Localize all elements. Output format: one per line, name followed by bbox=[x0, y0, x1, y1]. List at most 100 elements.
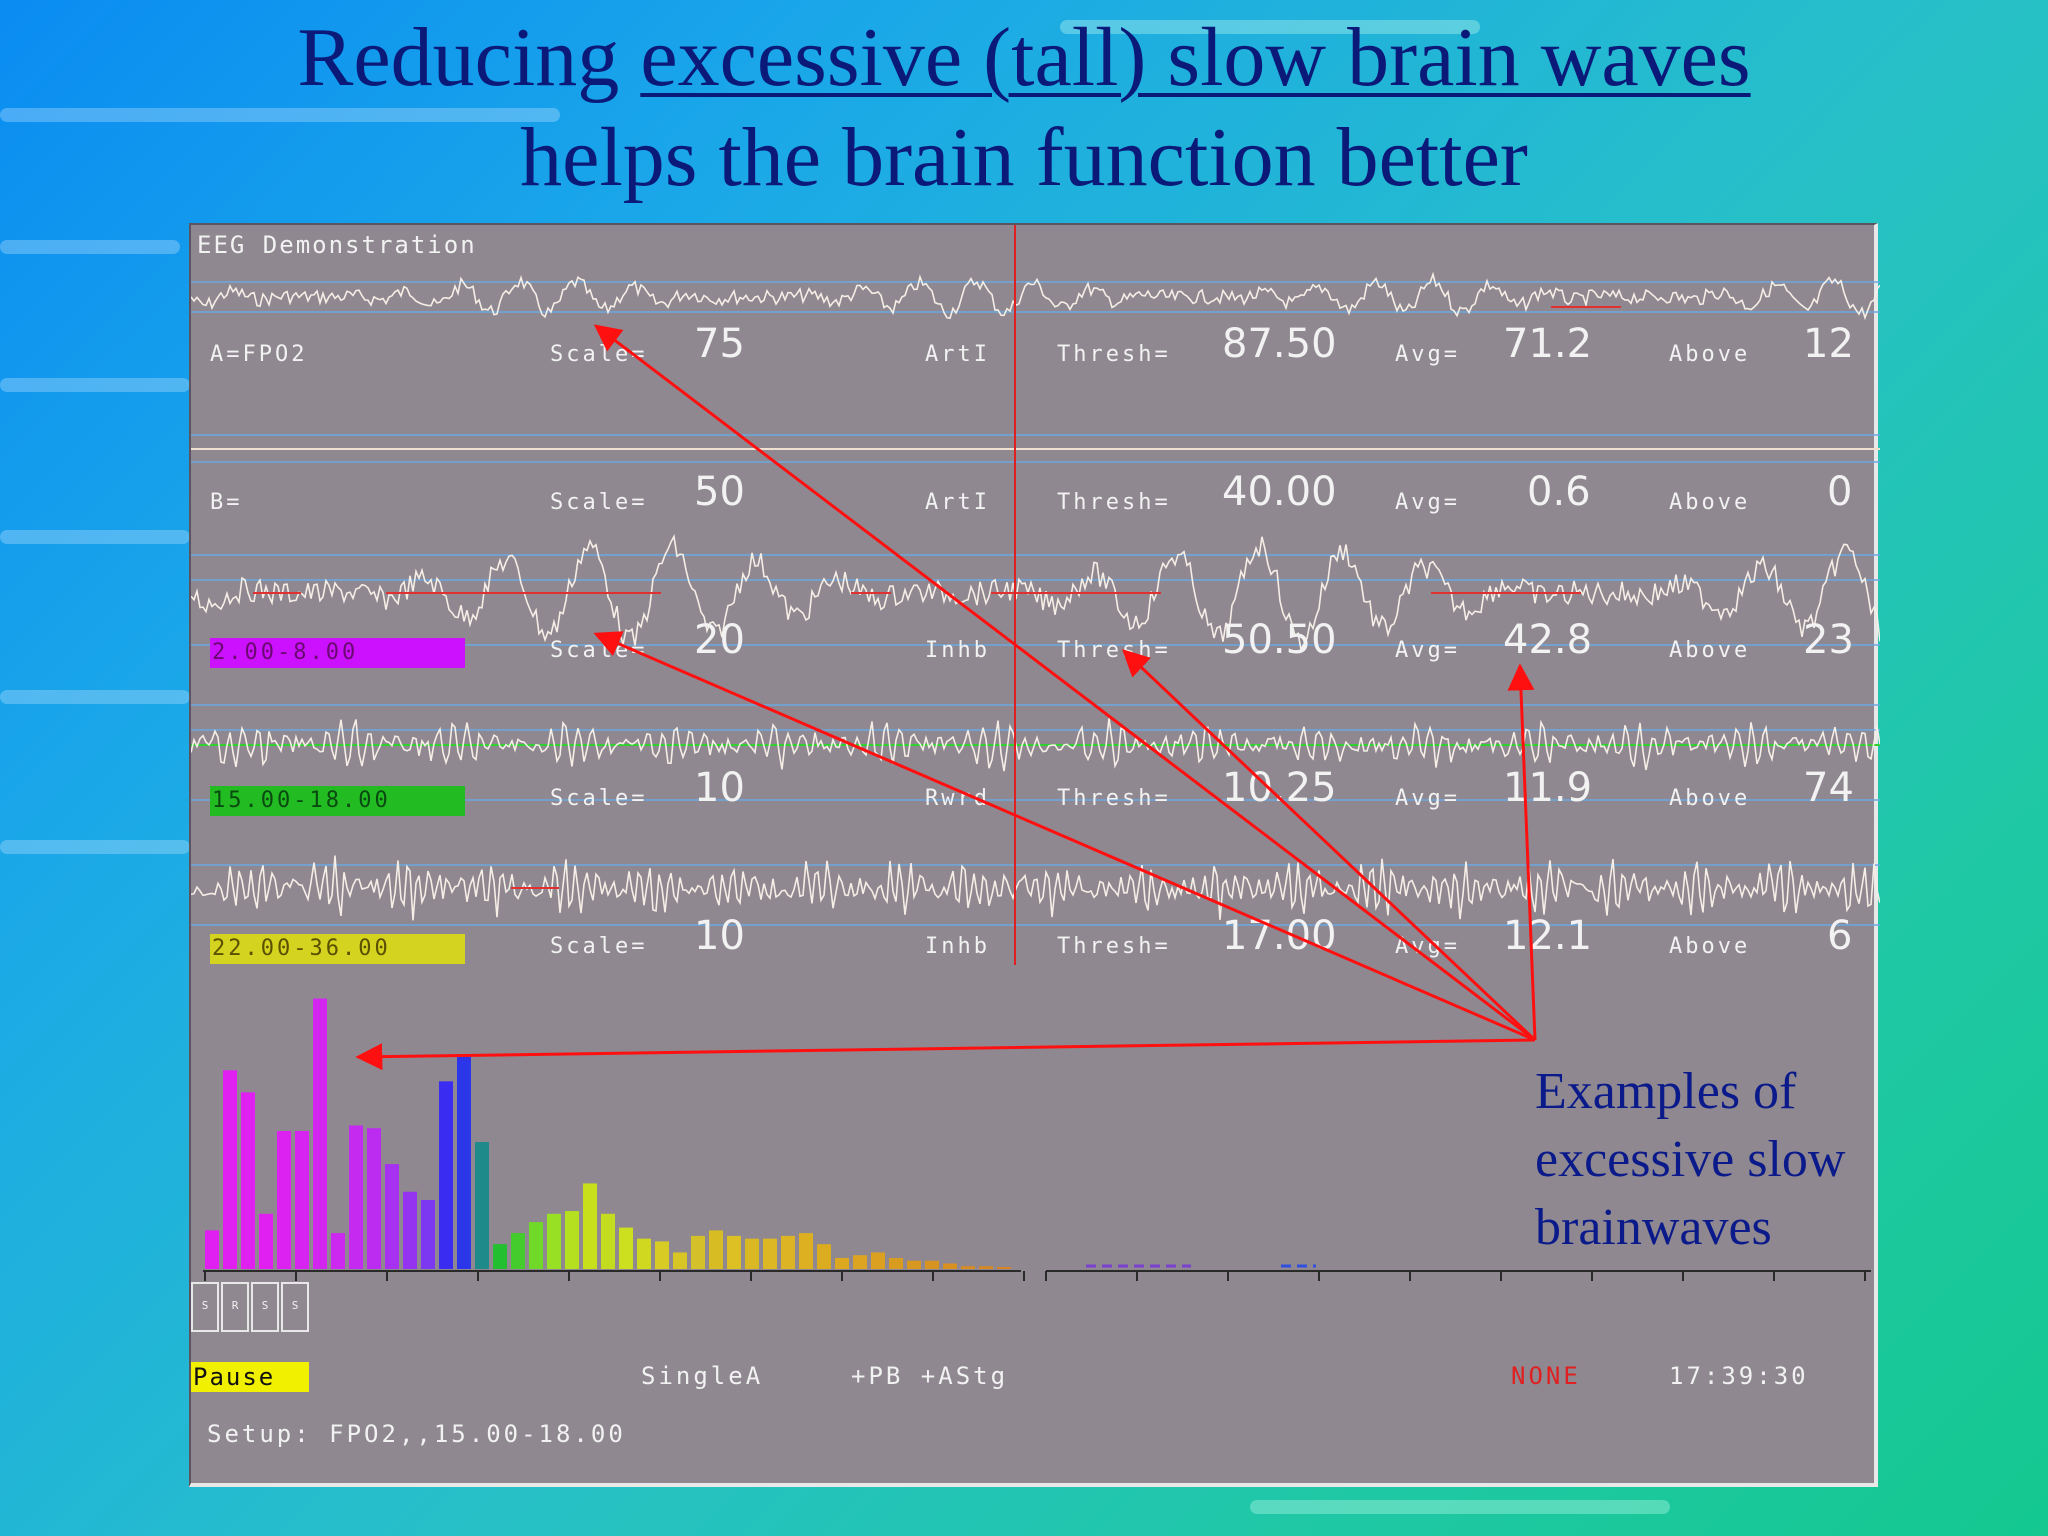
thresh-label: Thresh= bbox=[1057, 638, 1171, 663]
avg-label: Avg= bbox=[1395, 786, 1460, 811]
scale-label: Scale= bbox=[550, 342, 648, 367]
scale-label: Scale= bbox=[550, 934, 648, 959]
mode-label[interactable]: ArtI bbox=[925, 342, 990, 367]
background-streak bbox=[0, 840, 190, 854]
thresh-label: Thresh= bbox=[1057, 342, 1171, 367]
channel-b-name: B= bbox=[210, 490, 243, 515]
background-streak bbox=[1060, 20, 1480, 34]
background-streak bbox=[1250, 1500, 1670, 1514]
stat-button[interactable]: R bbox=[221, 1282, 249, 1332]
spectrum-bar bbox=[637, 1238, 651, 1269]
annotation-line: brainwaves bbox=[1535, 1199, 1772, 1256]
spectrum-bar bbox=[493, 1244, 507, 1269]
scale-label: Scale= bbox=[550, 490, 648, 515]
stat-button[interactable]: S bbox=[281, 1282, 309, 1332]
avg-value: 12.1 bbox=[1503, 913, 1593, 959]
grid-lines bbox=[191, 281, 1880, 926]
scale-value[interactable]: 10 bbox=[694, 913, 745, 959]
spectrum-bar bbox=[565, 1211, 579, 1269]
spectrum-bar bbox=[475, 1142, 489, 1269]
above-label: Above bbox=[1669, 638, 1751, 663]
axis-ticks bbox=[204, 1271, 1866, 1281]
avg-value: 0.6 bbox=[1527, 469, 1591, 515]
background-streak bbox=[0, 378, 190, 392]
band-label-smr[interactable]: 15.00-18.00 bbox=[210, 786, 465, 816]
background-streak bbox=[0, 240, 180, 254]
thresh-value[interactable]: 87.50 bbox=[1222, 321, 1337, 367]
above-value: 74 bbox=[1803, 765, 1854, 811]
title-underlined: excessive (tall) slow brain waves bbox=[640, 11, 1751, 104]
spectrum-bar bbox=[709, 1230, 723, 1269]
spectrum-area bbox=[203, 998, 1871, 1281]
thresh-label: Thresh= bbox=[1057, 934, 1171, 959]
spectrum-bar bbox=[889, 1257, 903, 1269]
thresh-value[interactable]: 17.00 bbox=[1222, 913, 1337, 959]
spectrum-bar bbox=[367, 1128, 381, 1269]
spectrum-bar bbox=[223, 1070, 237, 1269]
scale-value[interactable]: 75 bbox=[694, 321, 745, 367]
scale-value[interactable]: 50 bbox=[694, 469, 745, 515]
waveforms bbox=[191, 271, 1880, 921]
spectrum-bar bbox=[439, 1081, 453, 1269]
scale-value[interactable]: 10 bbox=[694, 765, 745, 811]
spectrum-bar bbox=[727, 1235, 741, 1269]
spectrum-bar bbox=[547, 1213, 561, 1269]
avg-value: 11.9 bbox=[1503, 765, 1593, 811]
thresh-value[interactable]: 50.50 bbox=[1222, 617, 1337, 663]
pause-button[interactable]: Pause bbox=[191, 1362, 309, 1392]
spectrum-bar bbox=[313, 998, 327, 1269]
thresh-value[interactable]: 10.25 bbox=[1222, 765, 1337, 811]
spectrum-bar bbox=[259, 1213, 273, 1269]
mode-label[interactable]: ArtI bbox=[925, 490, 990, 515]
thresh-value[interactable]: 40.00 bbox=[1222, 469, 1337, 515]
title-line-2: helps the brain function better bbox=[520, 111, 1528, 204]
avg-label: Avg= bbox=[1395, 490, 1460, 515]
above-label: Above bbox=[1669, 786, 1751, 811]
scale-value[interactable]: 20 bbox=[694, 617, 745, 663]
spectrum-bar bbox=[349, 1125, 363, 1269]
spectrum-bar bbox=[529, 1222, 543, 1269]
spectrum-bar bbox=[781, 1235, 795, 1269]
spectrum-bar bbox=[385, 1164, 399, 1269]
above-label: Above bbox=[1669, 342, 1751, 367]
spectrum-bar bbox=[403, 1191, 417, 1269]
avg-value: 42.8 bbox=[1503, 617, 1593, 663]
channel-a-wave bbox=[191, 271, 1880, 321]
mode-label[interactable]: Inhb bbox=[925, 934, 990, 959]
options-status: +PB +AStg bbox=[851, 1362, 1009, 1390]
spectrum-bar bbox=[511, 1233, 525, 1269]
spectrum-bar bbox=[421, 1200, 435, 1269]
band-label-theta[interactable]: 2.00-8.00 bbox=[210, 638, 465, 668]
annotation-line: Examples of bbox=[1535, 1063, 1797, 1120]
mode-label[interactable]: Inhb bbox=[925, 638, 990, 663]
avg-label: Avg= bbox=[1395, 342, 1460, 367]
spectrum-bar bbox=[763, 1238, 777, 1269]
window-title: EEG Demonstration bbox=[197, 231, 477, 259]
channel-a-name: A=FPO2 bbox=[210, 342, 308, 367]
above-label: Above bbox=[1669, 490, 1751, 515]
stat-button[interactable]: S bbox=[191, 1282, 219, 1332]
setup-line: Setup: FPO2,,15.00-18.00 bbox=[207, 1420, 626, 1448]
spectrum-bar bbox=[835, 1257, 849, 1269]
spectrum-bar bbox=[745, 1238, 759, 1269]
alert-status: NONE bbox=[1511, 1362, 1581, 1390]
above-value: 23 bbox=[1803, 617, 1854, 663]
mode-status: SingleA bbox=[641, 1362, 764, 1390]
spectrum-bar bbox=[691, 1235, 705, 1269]
spectrum-bar bbox=[331, 1233, 345, 1269]
stat-button[interactable]: S bbox=[251, 1282, 279, 1332]
spectrum-bar bbox=[925, 1260, 939, 1269]
above-label: Above bbox=[1669, 934, 1751, 959]
spectrum-bar bbox=[295, 1131, 309, 1269]
spectrum-bars bbox=[205, 998, 1011, 1269]
eeg-window: EEG Demonstration A=FPO2 Scale= 75 ArtI … bbox=[189, 223, 1880, 1487]
spectrum-bar bbox=[871, 1252, 885, 1269]
mode-label[interactable]: Rwrd bbox=[925, 786, 990, 811]
band-label-beta[interactable]: 22.00-36.00 bbox=[210, 934, 465, 964]
eeg-waveform-area bbox=[191, 225, 1880, 965]
spectrum-bar bbox=[583, 1183, 597, 1269]
background-streak bbox=[0, 530, 190, 544]
spectrum-bar bbox=[979, 1266, 993, 1269]
thresh-label: Thresh= bbox=[1057, 786, 1171, 811]
spectrum-bar bbox=[817, 1244, 831, 1269]
